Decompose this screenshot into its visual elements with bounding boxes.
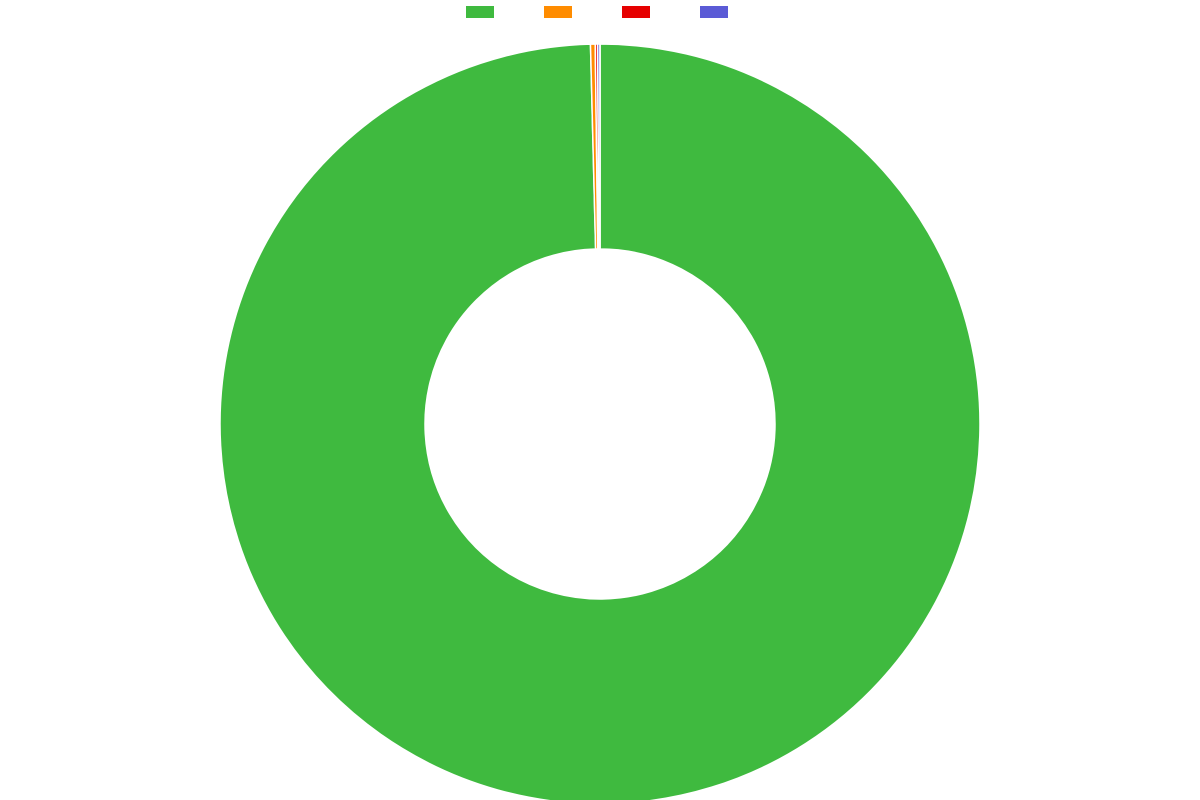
legend-swatch-1 — [544, 6, 572, 18]
legend-item-1 — [544, 6, 578, 18]
chart-area — [0, 28, 1200, 800]
donut-chart — [0, 28, 1200, 800]
legend-swatch-3 — [700, 6, 728, 18]
legend-item-3 — [700, 6, 734, 18]
legend-swatch-0 — [466, 6, 494, 18]
legend-item-0 — [466, 6, 500, 18]
legend-swatch-2 — [622, 6, 650, 18]
legend — [0, 6, 1200, 18]
legend-item-2 — [622, 6, 656, 18]
chart-container — [0, 0, 1200, 800]
